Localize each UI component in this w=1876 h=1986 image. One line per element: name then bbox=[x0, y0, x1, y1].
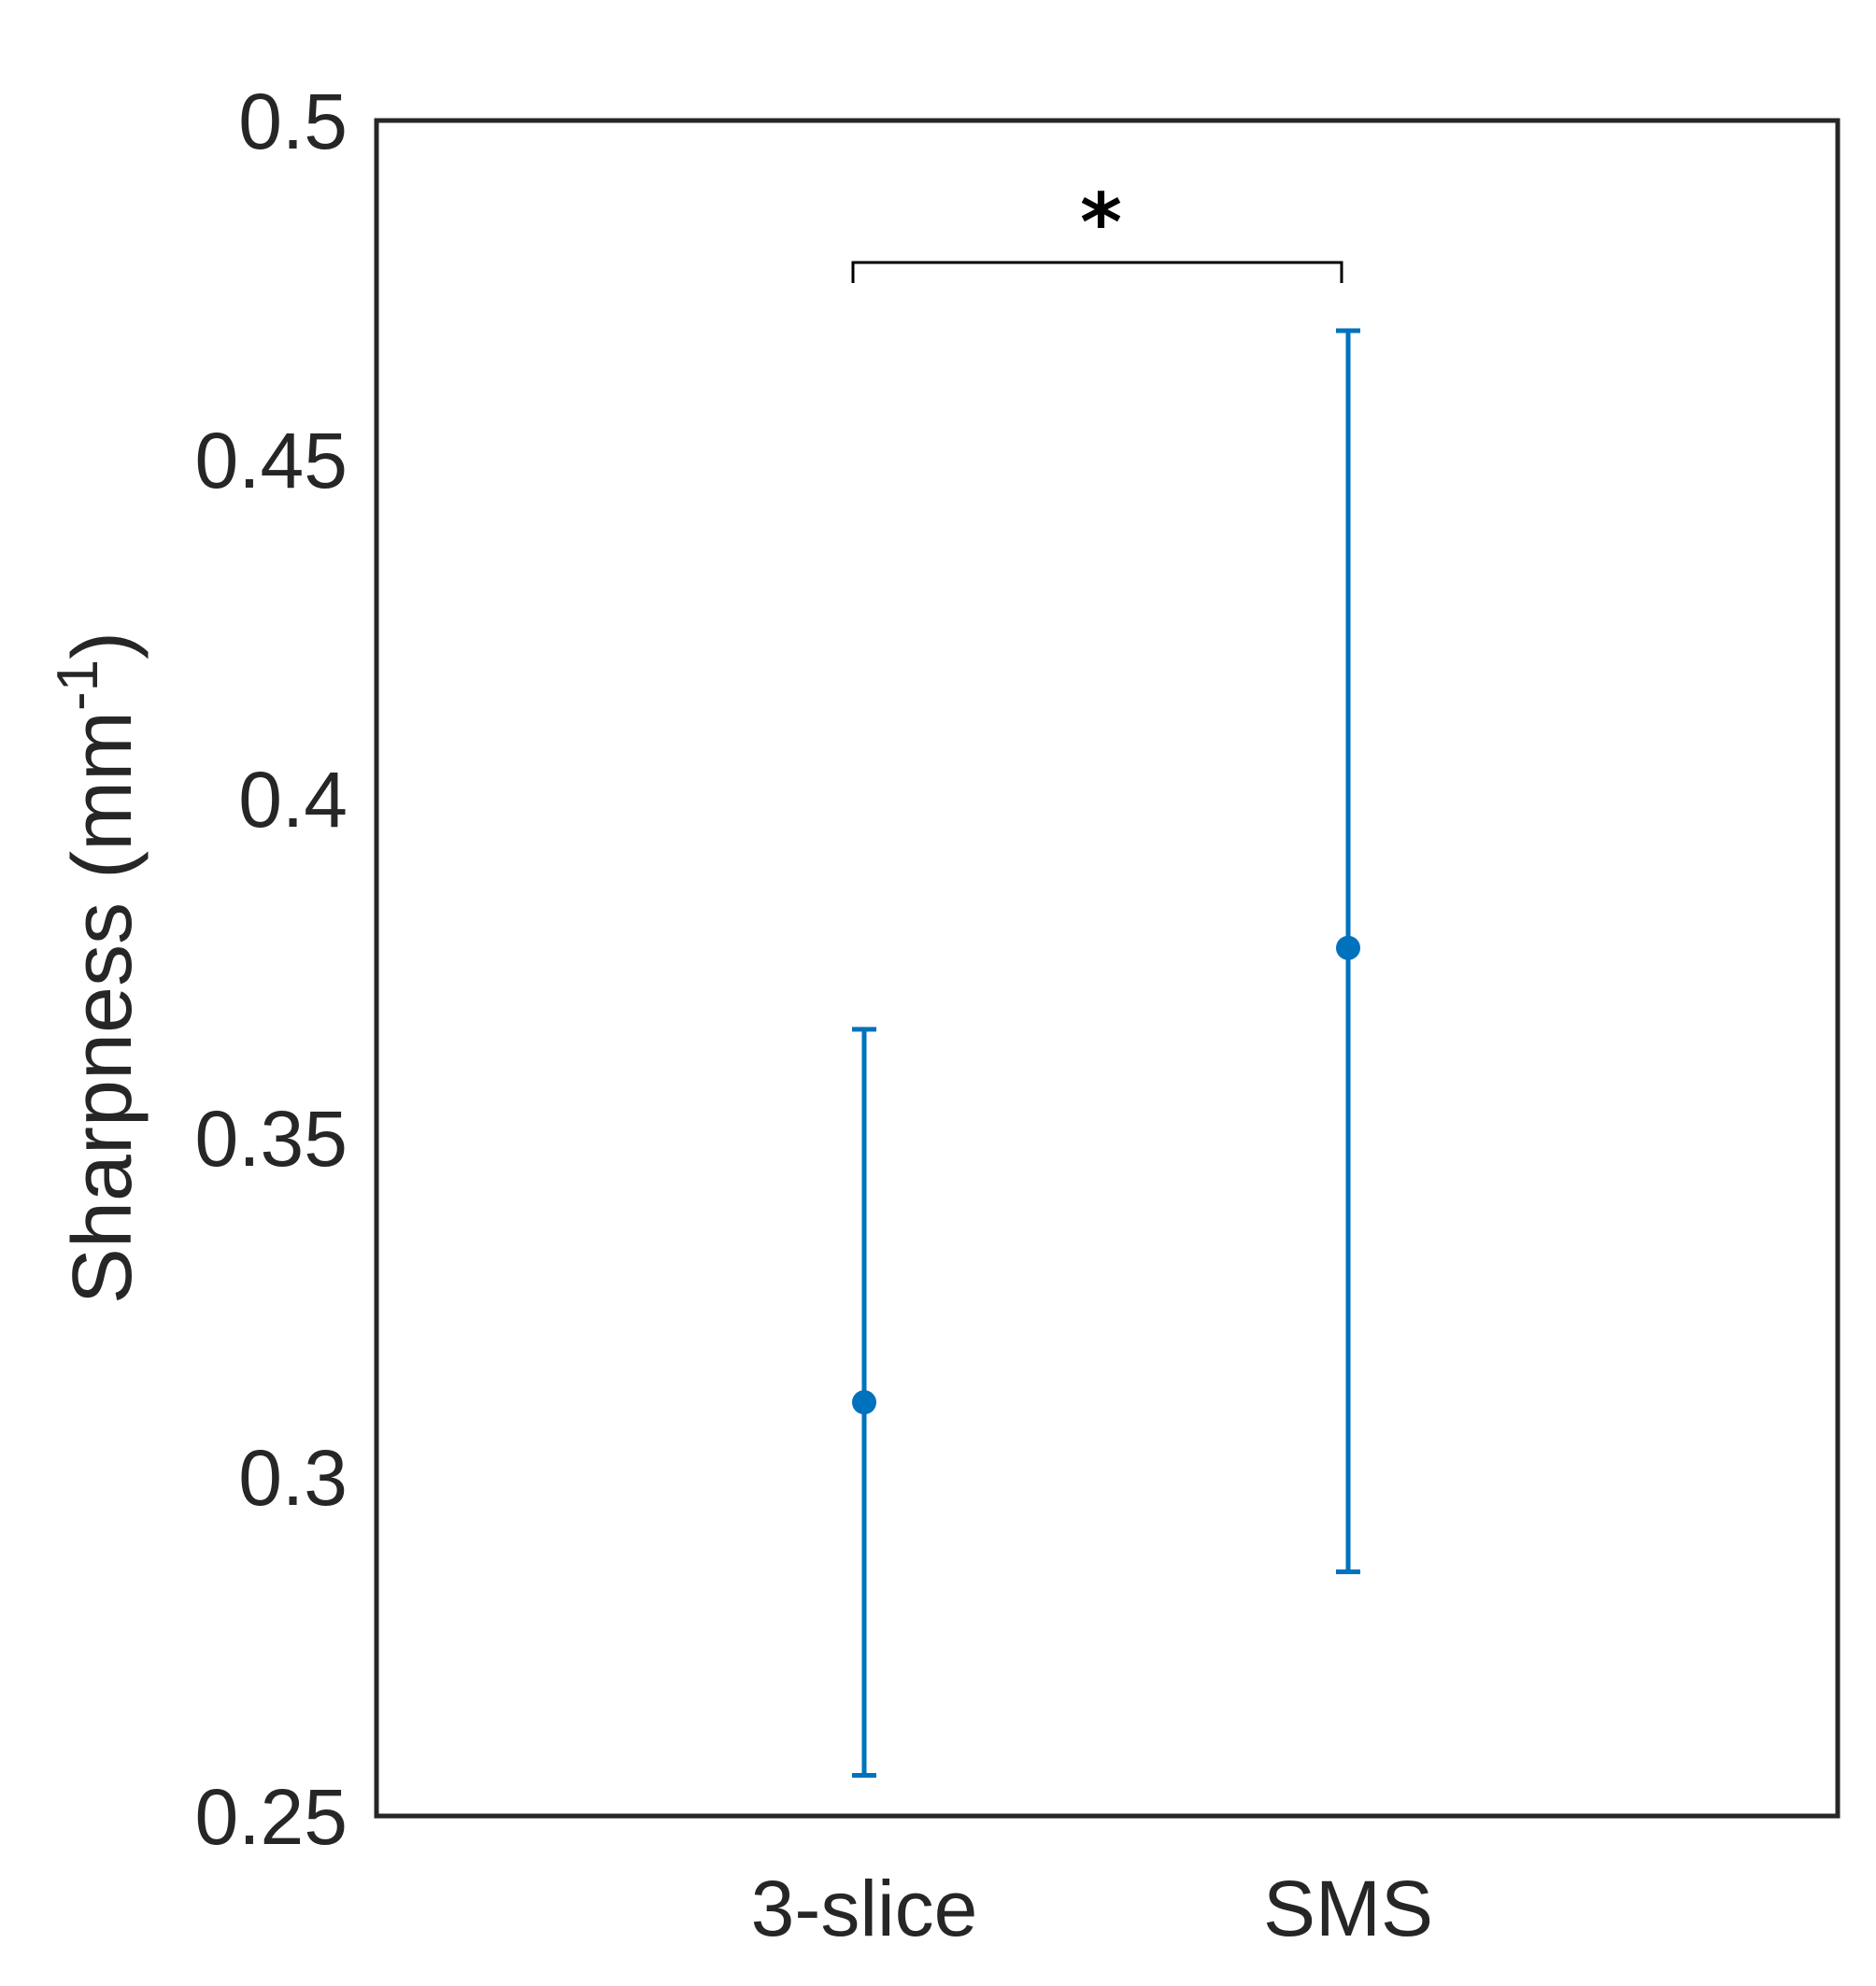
plot-area-box bbox=[374, 118, 1840, 1819]
mean-point bbox=[1336, 935, 1360, 960]
x-axis-ticks: 3-slice SMS bbox=[751, 1865, 1433, 1952]
y-tick-label: 0.5 bbox=[238, 78, 348, 165]
y-tick-label: 0.4 bbox=[238, 756, 348, 844]
significance-star: * bbox=[1080, 177, 1122, 270]
y-axis-label-superscript: -1 bbox=[46, 660, 110, 711]
significance-bracket: * bbox=[851, 177, 1343, 283]
y-axis-ticks: 0.25 0.3 0.35 0.4 0.45 0.5 bbox=[195, 78, 348, 1861]
y-tick-label: 0.45 bbox=[195, 417, 348, 504]
significance-bracket-line bbox=[851, 261, 1343, 283]
y-axis-label: Sharpness (mm-1) bbox=[46, 631, 149, 1304]
y-axis-label-close: ) bbox=[56, 631, 149, 660]
y-tick-label: 0.3 bbox=[238, 1434, 348, 1522]
error-bar-series bbox=[852, 328, 1360, 1778]
x-tick-label: 3-slice bbox=[751, 1865, 978, 1952]
y-tick-label: 0.25 bbox=[195, 1773, 348, 1861]
y-tick-label: 0.35 bbox=[195, 1095, 348, 1183]
mean-point bbox=[852, 1390, 876, 1415]
y-axis-label-text: Sharpness (mm bbox=[56, 711, 149, 1304]
x-tick-label: SMS bbox=[1263, 1865, 1433, 1952]
